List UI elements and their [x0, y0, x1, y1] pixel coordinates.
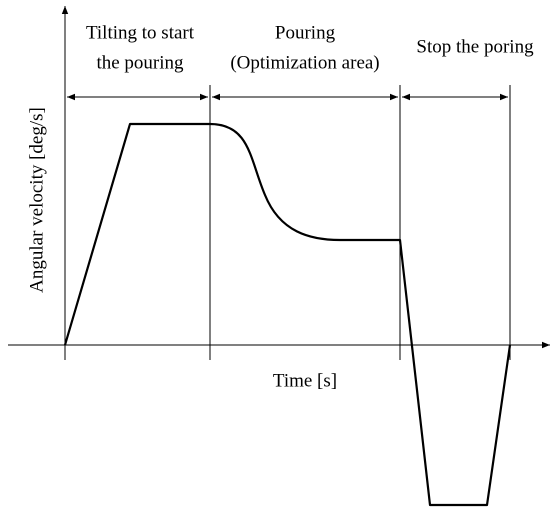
phase-label: (Optimization area) — [230, 52, 379, 73]
phase-label: the pouring — [96, 52, 184, 73]
phase-label: Tilting to start — [86, 22, 195, 43]
x-axis-label: Time [s] — [273, 370, 337, 391]
velocity-profile — [63, 122, 512, 507]
phase-label: Pouring — [275, 22, 336, 43]
y-axis-label: Angular velocity [deg/s] — [26, 107, 47, 293]
phase-label: Stop the poring — [416, 36, 534, 57]
